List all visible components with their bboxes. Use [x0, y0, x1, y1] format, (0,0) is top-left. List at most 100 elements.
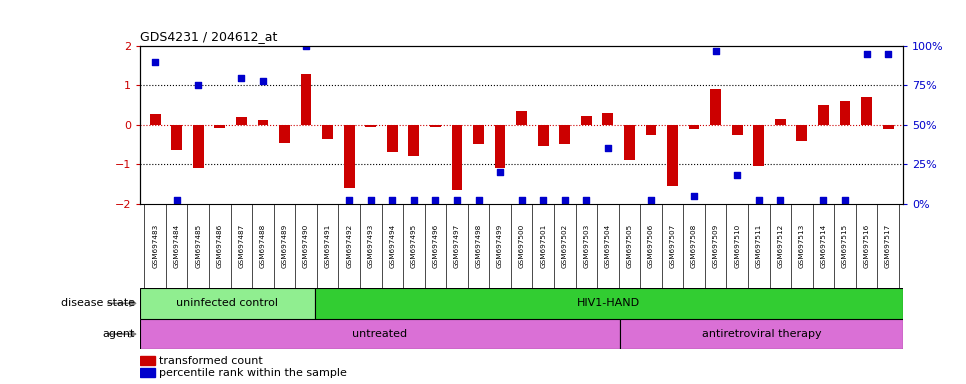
- Text: GSM697509: GSM697509: [713, 223, 719, 268]
- Point: [341, 197, 356, 204]
- Text: disease state: disease state: [61, 298, 135, 308]
- Point: [493, 169, 508, 175]
- Point: [535, 197, 551, 204]
- Bar: [624, 125, 635, 160]
- Text: uninfected control: uninfected control: [176, 298, 278, 308]
- Point: [687, 193, 702, 199]
- Text: GSM697503: GSM697503: [583, 223, 589, 268]
- Text: GSM697484: GSM697484: [174, 223, 180, 268]
- Bar: [559, 125, 570, 144]
- Point: [255, 78, 270, 84]
- Text: antiretroviral therapy: antiretroviral therapy: [701, 329, 821, 339]
- Bar: [344, 125, 355, 188]
- Bar: [883, 125, 894, 129]
- Bar: [140, 356, 155, 366]
- Bar: [430, 125, 440, 127]
- Point: [190, 83, 206, 89]
- Bar: [214, 125, 225, 128]
- Bar: [775, 119, 785, 125]
- Bar: [140, 368, 155, 377]
- Bar: [300, 74, 311, 125]
- Text: GSM697494: GSM697494: [389, 223, 395, 268]
- Text: GSM697493: GSM697493: [368, 223, 374, 268]
- Bar: [668, 125, 678, 186]
- Bar: [753, 125, 764, 166]
- Bar: [495, 125, 505, 168]
- Point: [838, 197, 853, 204]
- Point: [169, 197, 185, 204]
- Bar: [620, 319, 903, 349]
- Bar: [603, 113, 613, 125]
- Point: [815, 197, 831, 204]
- Text: GSM697487: GSM697487: [239, 223, 244, 268]
- Bar: [365, 125, 376, 127]
- Text: GSM697485: GSM697485: [195, 223, 201, 268]
- Point: [384, 197, 400, 204]
- Point: [859, 51, 874, 57]
- Point: [600, 146, 615, 152]
- Point: [363, 197, 379, 204]
- Text: GSM697512: GSM697512: [778, 223, 783, 268]
- Bar: [193, 125, 204, 168]
- Text: GSM697489: GSM697489: [281, 223, 288, 268]
- Bar: [689, 125, 699, 129]
- Text: GSM697495: GSM697495: [411, 223, 417, 268]
- Text: GSM697513: GSM697513: [799, 223, 805, 268]
- Text: GSM697490: GSM697490: [303, 223, 309, 268]
- Text: GSM697511: GSM697511: [755, 223, 762, 268]
- Point: [557, 197, 573, 204]
- Bar: [387, 125, 398, 152]
- Bar: [732, 125, 743, 135]
- Text: GSM697510: GSM697510: [734, 223, 740, 268]
- Text: GSM697514: GSM697514: [820, 223, 827, 268]
- Text: untreated: untreated: [353, 329, 408, 339]
- Text: transformed count: transformed count: [159, 356, 263, 366]
- Text: GSM697486: GSM697486: [216, 223, 223, 268]
- Point: [470, 197, 486, 204]
- Point: [751, 197, 766, 204]
- Text: GSM697498: GSM697498: [475, 223, 481, 268]
- Point: [880, 51, 895, 57]
- Text: GSM697507: GSM697507: [669, 223, 675, 268]
- Text: GSM697488: GSM697488: [260, 223, 266, 268]
- Point: [643, 197, 659, 204]
- Point: [579, 197, 594, 204]
- Point: [773, 197, 788, 204]
- Bar: [710, 89, 721, 125]
- Text: GSM697499: GSM697499: [497, 223, 503, 268]
- Text: GSM697497: GSM697497: [454, 223, 460, 268]
- Bar: [171, 125, 183, 151]
- Text: percentile rank within the sample: percentile rank within the sample: [159, 367, 347, 377]
- Point: [298, 43, 314, 49]
- Text: GSM697496: GSM697496: [433, 223, 439, 268]
- Point: [148, 59, 163, 65]
- Bar: [315, 288, 903, 319]
- Bar: [538, 125, 549, 146]
- Bar: [516, 111, 527, 125]
- Bar: [451, 125, 463, 190]
- Bar: [581, 116, 592, 125]
- Bar: [409, 125, 419, 156]
- Text: GSM697508: GSM697508: [691, 223, 697, 268]
- Text: HIV1-HAND: HIV1-HAND: [578, 298, 640, 308]
- Text: GSM697502: GSM697502: [562, 223, 568, 268]
- Point: [406, 197, 421, 204]
- Bar: [279, 125, 290, 142]
- Text: agent: agent: [102, 329, 135, 339]
- Point: [708, 48, 724, 54]
- Text: GSM697492: GSM697492: [346, 223, 353, 268]
- Bar: [323, 125, 333, 139]
- Bar: [140, 319, 620, 349]
- Bar: [150, 114, 160, 125]
- Text: GSM697517: GSM697517: [885, 223, 891, 268]
- Point: [514, 197, 529, 204]
- Bar: [645, 125, 656, 135]
- Text: GSM697483: GSM697483: [153, 223, 158, 268]
- Text: GSM697505: GSM697505: [626, 223, 633, 268]
- Bar: [839, 101, 850, 125]
- Text: GSM697516: GSM697516: [864, 223, 869, 268]
- Bar: [797, 125, 808, 141]
- Bar: [861, 97, 872, 125]
- Text: GSM697500: GSM697500: [519, 223, 525, 268]
- Text: GSM697491: GSM697491: [325, 223, 330, 268]
